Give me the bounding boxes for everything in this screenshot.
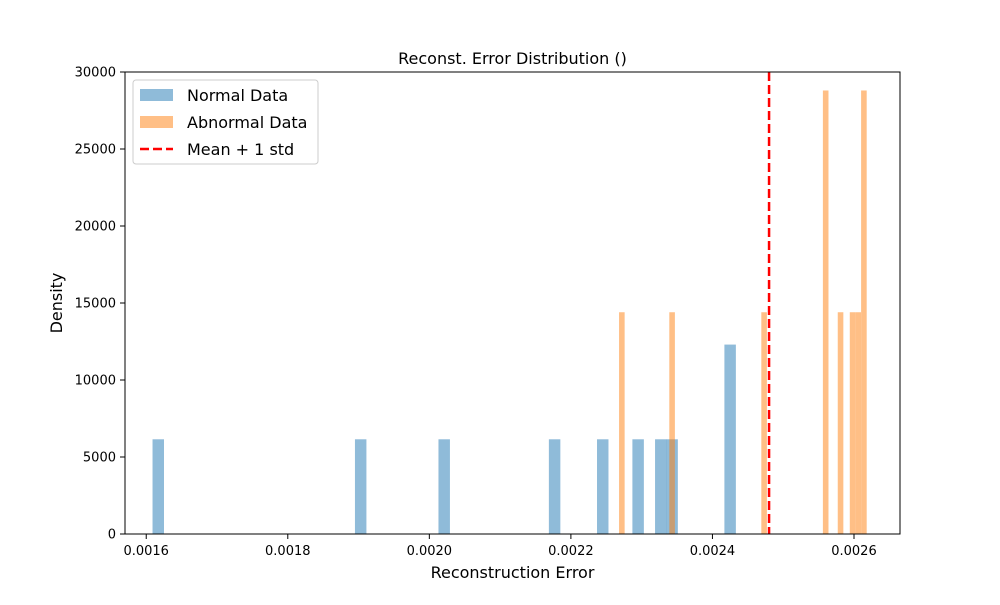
bars-layer [152,90,867,534]
normal-data-legend-swatch [140,89,173,101]
x-tick-label: 0.0024 [690,544,736,559]
normal-data-bar [632,439,644,534]
y-tick-label: 20000 [75,220,116,235]
abnormal-data-legend-swatch [140,116,173,128]
legend: Normal Data Abnormal Data Mean + 1 std [132,79,319,165]
normal-data-bar [548,439,561,534]
x-tick-label: 0.0020 [407,544,453,559]
y-tick-label: 30000 [75,66,116,81]
abnormal-data-bar [837,312,844,534]
normal-data-bar [724,344,736,534]
legend-entry-label: Normal Data [187,86,288,105]
x-tick-label: 0.0018 [265,544,311,559]
abnormal-data-bar [669,312,675,534]
y-tick-label: 15000 [75,297,116,312]
x-axis-label: Reconstruction Error [431,563,595,582]
y-axis: 0 5000 10000 15000 20000 25000 30000 [75,66,125,543]
abnormal-data-bar [761,312,767,534]
y-tick-label: 5000 [83,451,116,466]
abnormal-data-bar [822,90,829,534]
y-tick-label: 25000 [75,143,116,158]
legend-box [132,79,319,165]
legend-entry-label: Mean + 1 std [187,140,294,159]
normal-data-bar [354,439,367,534]
normal-data-bar [438,439,450,534]
x-axis: 0.0016 0.0018 0.0020 0.0022 0.0024 0.0026 [123,534,877,559]
y-tick-label: 10000 [75,374,116,389]
x-tick-label: 0.0016 [123,544,169,559]
y-axis-label: Density [47,273,66,334]
normal-data-bar [152,439,164,534]
chart-title: Reconst. Error Distribution () [398,49,627,68]
y-tick-label: 0 [108,528,116,543]
abnormal-data-bar [849,312,856,534]
x-tick-label: 0.0026 [831,544,877,559]
abnormal-data-bar [855,312,862,534]
legend-entry-label: Abnormal Data [187,113,307,132]
abnormal-data-bar [861,90,867,534]
normal-data-bar [655,439,667,534]
normal-data-bar [597,439,609,534]
abnormal-data-bar [619,312,625,534]
x-tick-label: 0.0022 [548,544,594,559]
